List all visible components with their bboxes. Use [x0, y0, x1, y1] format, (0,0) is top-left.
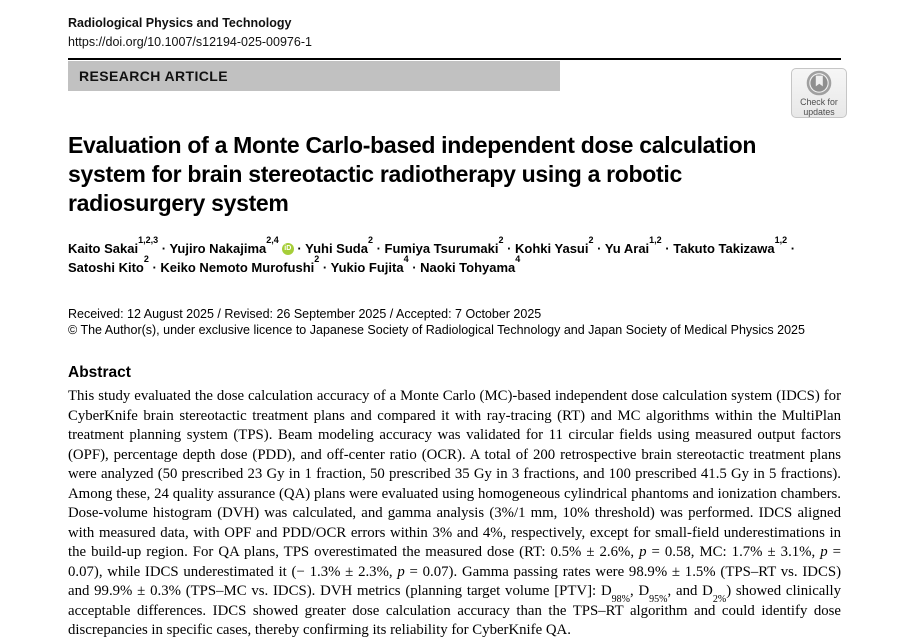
orcid-icon[interactable]: iD	[281, 243, 294, 255]
received-revised-accepted: Received: 12 August 2025 / Revised: 26 S…	[68, 307, 542, 321]
author-name: Keiko Nemoto Murofushi	[160, 260, 315, 275]
author-name: Yuhi Suda	[305, 241, 368, 256]
article-title: Evaluation of a Monte Carlo-based indepe…	[68, 132, 757, 216]
author-name: Takuto Takizawa	[673, 241, 775, 256]
author-affiliation-sup: 1,2,3	[138, 234, 159, 245]
article-type-label: RESEARCH ARTICLE	[79, 68, 228, 84]
author-name: Yujiro Nakajima	[169, 241, 267, 256]
check-for-updates-button[interactable]: Check for updates	[791, 68, 847, 118]
crossmark-icon	[806, 70, 832, 96]
author-name: Fumiya Tsurumaki	[384, 241, 499, 256]
author-affiliation-sup: 2,4	[266, 234, 279, 245]
abstract-text: This study evaluated the dose calculatio…	[68, 388, 841, 638]
author-affiliation-sup: 1,2	[649, 234, 662, 245]
copyright-line: © The Author(s), under exclusive licence…	[68, 323, 805, 337]
abstract-heading: Abstract	[68, 364, 131, 381]
doi-link[interactable]: https://doi.org/10.1007/s12194-025-00976…	[68, 35, 312, 49]
author-affiliation-sup: 1,2	[774, 234, 788, 245]
author-affiliation-sup: 2	[314, 253, 320, 264]
header-rule	[68, 58, 841, 60]
author-name: Yu Arai	[604, 241, 650, 256]
author-affiliation-sup: 4	[403, 253, 409, 264]
author-name: Satoshi Kito	[68, 260, 144, 275]
author-name: Kaito Sakai	[68, 241, 139, 256]
article-type-bar: RESEARCH ARTICLE	[68, 61, 560, 91]
check-for-updates-label: Check for updates	[800, 96, 838, 117]
author-list: Kaito Sakai1,2,3 · Yujiro Nakajima2,4iD …	[68, 234, 796, 275]
author-name: Yukio Fujita	[330, 260, 404, 275]
author-name: Naoki Tohyama	[420, 260, 516, 275]
author-affiliation-sup: 4	[515, 253, 521, 264]
author-affiliation-sup: 2	[367, 234, 373, 245]
author-affiliation-sup: 2	[498, 234, 504, 245]
author-name: Kohki Yasui	[515, 241, 589, 256]
journal-name: Radiological Physics and Technology	[68, 16, 292, 30]
author-affiliation-sup: 2	[143, 253, 149, 264]
author-affiliation-sup: 2	[588, 234, 594, 245]
